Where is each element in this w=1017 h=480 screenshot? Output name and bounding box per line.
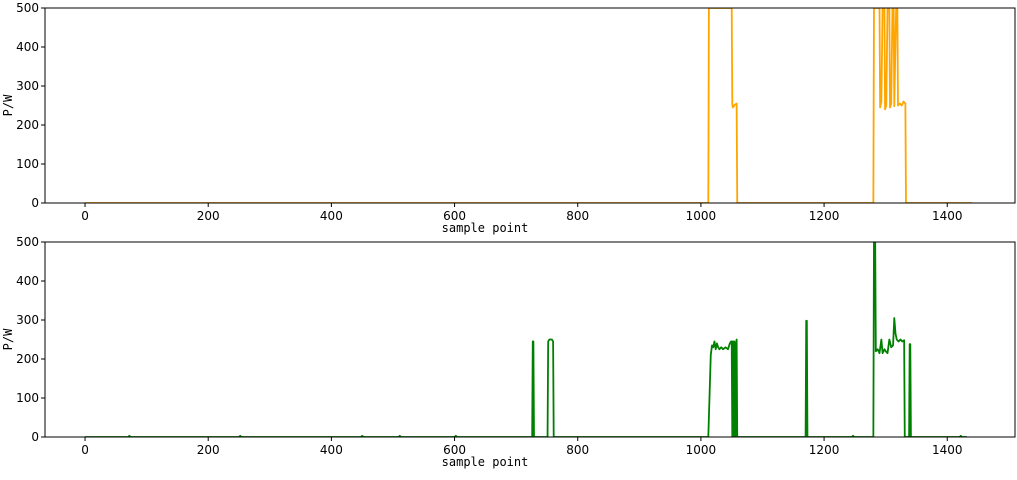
y-tick-label: 400 [16,40,39,54]
plot-frame [44,241,1016,438]
x-tick-label: 400 [320,209,343,223]
x-tick-label: 1400 [932,209,963,223]
x-tick-label: 800 [566,209,589,223]
y-tick-label: 0 [31,196,39,210]
x-tick-label: 1000 [686,209,717,223]
x-axis-label: sample point [442,221,529,235]
y-tick-label: 300 [16,79,39,93]
y-tick-label: 100 [16,391,39,405]
y-tick-label: 200 [16,118,39,132]
x-axis-label: sample point [442,455,529,469]
x-tick-label: 600 [443,443,466,457]
x-tick-label: 0 [81,209,89,223]
series-line-0 [85,8,972,203]
y-tick-label: 500 [16,1,39,15]
x-tick-label: 1200 [809,209,840,223]
y-axis-label: P/W [1,328,15,350]
x-tick-label: 1200 [809,443,840,457]
bottom-subplot: 0 200 400 600 800 1000 1200 1400 0 100 200 300 400 50… [1,235,1016,469]
x-tick-label: 1400 [932,443,963,457]
x-tick-label: 0 [81,443,89,457]
x-tick-label: 400 [320,443,343,457]
y-tick-label: 100 [16,157,39,171]
x-tick-label: 1000 [686,443,717,457]
x-tick-label: 200 [197,443,220,457]
series-line-0 [85,242,967,437]
y-tick-label: 200 [16,352,39,366]
x-tick-label: 800 [566,443,589,457]
y-tick-label: 400 [16,274,39,288]
y-tick-label: 500 [16,235,39,249]
y-tick-label: 0 [31,430,39,444]
y-axis-label: P/W [1,94,15,116]
x-tick-label: 200 [197,209,220,223]
x-tick-label: 600 [443,209,466,223]
y-tick-label: 300 [16,313,39,327]
top-subplot: 0 200 400 600 800 1000 1200 1400 0 100 200 300 400 50… [1,1,1016,235]
plot-frame [44,7,1016,204]
